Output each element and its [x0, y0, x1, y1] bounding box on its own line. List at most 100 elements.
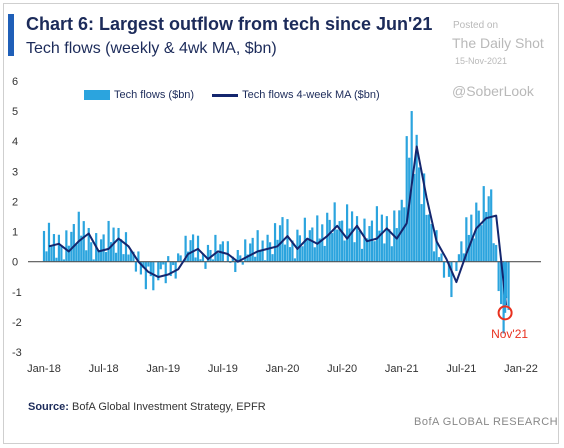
flow-bar — [435, 230, 438, 262]
flow-bar — [60, 245, 63, 262]
flow-bar — [271, 254, 274, 262]
flow-bar — [97, 250, 100, 262]
flow-bar — [65, 230, 68, 262]
x-tick-label: Jan-21 — [385, 363, 419, 375]
flow-bar — [194, 257, 197, 262]
legend-label-line: Tech flows 4-week MA ($bn) — [242, 89, 380, 101]
flow-bar — [124, 232, 128, 262]
y-tick-label: 0 — [12, 257, 18, 269]
flow-bar — [492, 243, 495, 262]
flow-bar — [385, 216, 388, 262]
flow-bar — [239, 255, 242, 262]
flow-bar — [179, 255, 182, 262]
flow-bar — [127, 254, 130, 262]
flow-bar — [291, 240, 294, 262]
flow-bar — [264, 260, 267, 262]
flow-bar — [114, 252, 118, 262]
flow-bar — [331, 233, 334, 262]
flow-bar — [77, 211, 80, 262]
flow-bar — [129, 250, 133, 262]
legend-swatch-line — [212, 93, 239, 97]
flow-bar — [323, 245, 326, 262]
flow-bar — [55, 257, 58, 262]
y-tick-label: -2 — [12, 317, 22, 329]
flow-bar — [276, 239, 279, 262]
watermark-site: The Daily Shot — [452, 35, 544, 51]
y-tick-label: 5 — [12, 106, 18, 118]
flow-bar — [134, 261, 138, 272]
flow-bar — [144, 261, 147, 290]
flow-bar — [373, 241, 376, 262]
flow-bar — [425, 214, 428, 262]
watermark-handle: @SoberLook — [452, 83, 534, 99]
flow-bar — [177, 253, 180, 262]
flow-bar — [206, 244, 210, 262]
flow-bar — [72, 224, 75, 262]
watermark-posted-on: Posted on — [453, 20, 499, 31]
flow-bar — [475, 202, 478, 262]
flow-bar — [57, 234, 61, 262]
legend-swatch-bars — [84, 90, 110, 100]
x-tick-label: Jul-21 — [446, 363, 476, 375]
flow-bar — [209, 249, 212, 262]
flow-bar — [102, 234, 105, 262]
flow-bar — [306, 239, 309, 262]
flow-bar — [321, 224, 324, 262]
flow-bar — [497, 261, 500, 292]
flow-bar — [495, 244, 498, 262]
flow-bar — [186, 251, 190, 262]
flow-bar — [350, 211, 354, 262]
flow-bar — [480, 225, 483, 262]
x-tick-label: Jul-20 — [327, 363, 357, 375]
flow-bar — [241, 261, 244, 265]
title-accent-bar — [8, 14, 14, 56]
bar-series — [42, 111, 510, 334]
flow-bar — [244, 239, 247, 262]
flow-bar — [293, 258, 297, 262]
flow-bar — [303, 217, 306, 262]
flow-bar — [105, 252, 108, 262]
flow-bar — [137, 251, 140, 262]
flow-bar — [482, 186, 485, 262]
flow-bar — [348, 228, 351, 262]
flow-bar — [328, 219, 331, 262]
flow-bar — [390, 246, 393, 262]
flow-bar — [259, 251, 262, 262]
flow-bar — [231, 256, 234, 262]
source-note: Source: BofA Global Investment Strategy,… — [28, 401, 266, 413]
flow-bar — [313, 247, 316, 262]
flow-bar — [87, 227, 90, 262]
flow-bar — [70, 231, 73, 262]
flow-bar — [365, 238, 369, 262]
flow-bar — [432, 251, 436, 262]
annotated-bar — [504, 261, 507, 313]
flow-bar — [338, 221, 341, 262]
flow-bar — [460, 241, 463, 262]
flow-bar — [437, 257, 441, 262]
flow-bar — [82, 221, 85, 262]
flow-bar — [333, 202, 336, 262]
flow-bar — [450, 261, 453, 298]
flow-bar — [395, 228, 398, 262]
flow-bar — [413, 173, 416, 262]
flow-bar — [45, 251, 48, 262]
flow-bar — [117, 227, 120, 262]
flow-bar — [85, 250, 88, 262]
flow-bar — [152, 261, 155, 291]
flow-bar — [415, 134, 418, 262]
flow-bar — [249, 243, 252, 262]
chart-title: Chart 6: Largest outflow from tech since… — [26, 14, 433, 34]
flow-bar — [403, 207, 406, 262]
flow-bar — [447, 261, 451, 277]
flow-bar — [370, 220, 374, 262]
flow-bar — [477, 210, 480, 262]
flow-bar — [256, 230, 259, 262]
flow-bar — [355, 216, 359, 262]
x-tick-label: Jan-20 — [266, 363, 300, 375]
flow-bar — [500, 261, 503, 305]
flow-bar — [201, 253, 205, 262]
chart-frame — [3, 3, 559, 444]
flow-bar — [149, 261, 152, 277]
flow-bar — [405, 136, 408, 262]
